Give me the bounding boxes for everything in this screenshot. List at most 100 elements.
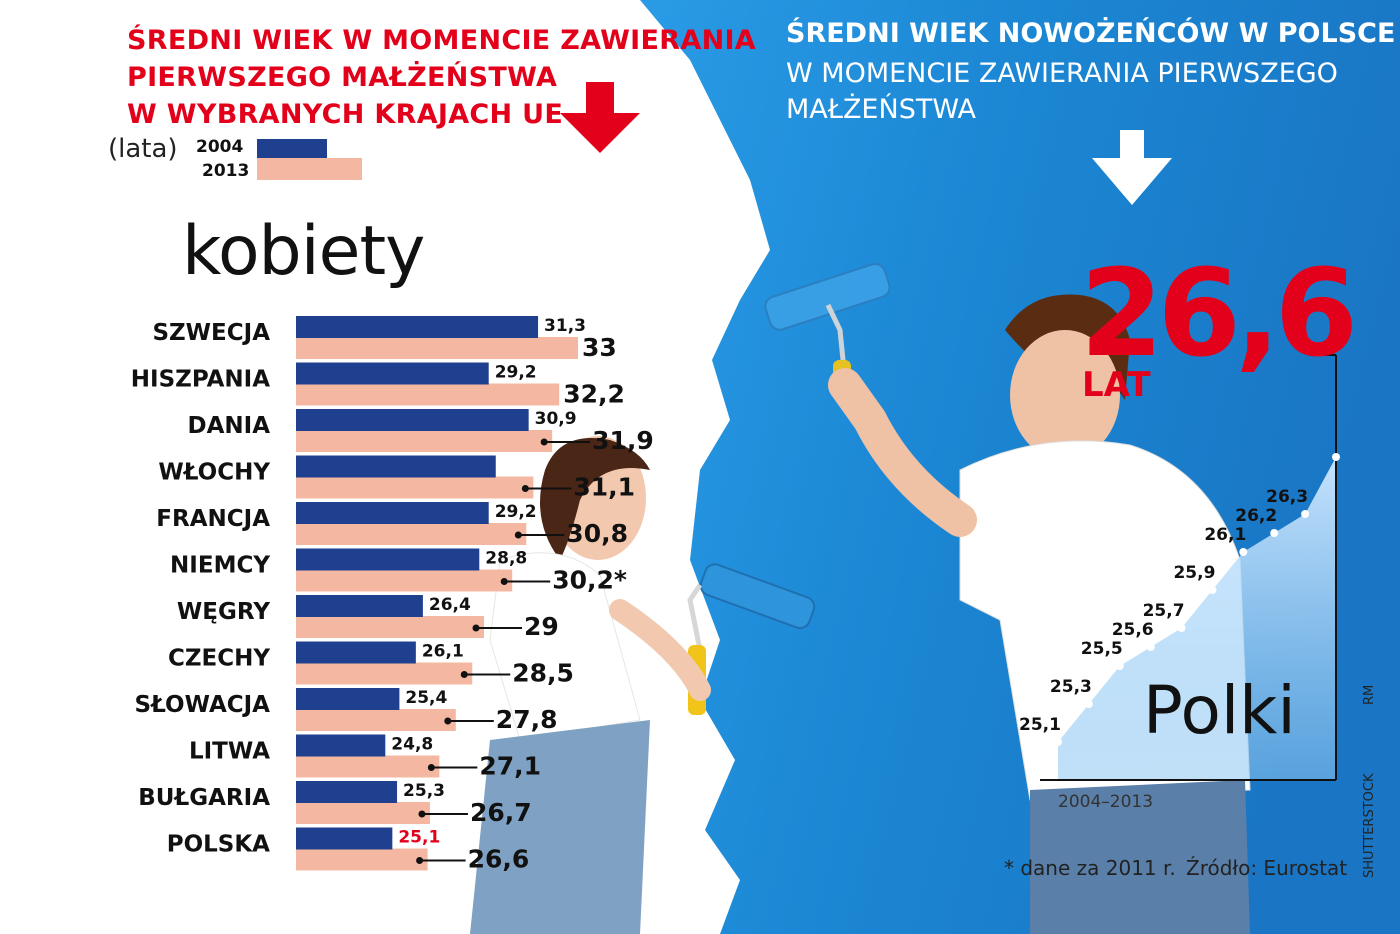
bar-2004 xyxy=(296,734,386,757)
bar-2004 xyxy=(296,316,539,338)
category-label: POLSKA xyxy=(167,832,270,858)
value-label-2004: 24,8 xyxy=(391,735,433,755)
bar-2004 xyxy=(296,502,489,524)
bar-2013 xyxy=(296,476,534,499)
category-label: BUŁGARIA xyxy=(138,785,270,811)
bar-2013 xyxy=(296,848,428,871)
bar-2013 xyxy=(296,709,456,731)
bar-2013 xyxy=(296,569,513,592)
category-label: FRANCJA xyxy=(156,506,270,532)
bar-2004 xyxy=(296,409,529,431)
bar-2004 xyxy=(296,688,400,710)
value-label-2013: 26,6 xyxy=(468,845,530,874)
data-label: 25,9 xyxy=(1173,563,1215,583)
bar-2004 xyxy=(296,641,416,664)
legend-swatch-2013 xyxy=(257,158,362,180)
value-label-2013: 32,2 xyxy=(563,380,625,409)
value-label-2013: 27,8 xyxy=(496,705,558,734)
value-label-2013: 30,2* xyxy=(552,566,627,595)
bar-2013 xyxy=(296,383,560,406)
data-label: 26,1 xyxy=(1204,525,1246,545)
data-label: 26,3 xyxy=(1266,487,1308,507)
category-label: LITWA xyxy=(189,739,270,765)
area-chart-subtitle: Polki xyxy=(1143,672,1296,749)
data-label: 25,3 xyxy=(1050,677,1092,697)
bar-2004 xyxy=(296,548,480,571)
value-label-2004: 25,1 xyxy=(398,828,440,848)
category-label: SZWECJA xyxy=(152,320,270,346)
category-label: WŁOCHY xyxy=(158,460,270,486)
right-chart-subtitle: W MOMENCIE ZAWIERANIA PIERWSZEGO MAŁŻEŃS… xyxy=(786,58,1338,125)
value-label-2013: 30,8 xyxy=(566,519,628,548)
legend-year-2004: 2004 xyxy=(196,137,244,157)
value-label-2004: 31,3 xyxy=(544,316,586,336)
data-label: 25,5 xyxy=(1081,639,1123,659)
value-label-2004: 29,2 xyxy=(495,502,537,522)
unit-label: (lata) xyxy=(108,134,178,164)
area-fill xyxy=(1058,457,1336,780)
data-point xyxy=(1239,548,1248,556)
bar-2013 xyxy=(296,802,430,824)
left-title-line-1: ŚREDNI WIEK W MOMENCIE ZAWIERANIA xyxy=(127,25,757,56)
area-chart-xlabel: 2004–2013 xyxy=(1058,792,1154,812)
data-label: 25,6 xyxy=(1112,620,1154,640)
data-label: 25,7 xyxy=(1143,601,1185,621)
data-point xyxy=(1054,738,1062,746)
bar-2013 xyxy=(296,755,440,778)
legend-swatch-2004 xyxy=(257,139,327,161)
data-point xyxy=(1332,453,1340,461)
data-point xyxy=(1084,700,1093,708)
value-label-2013: 31,9 xyxy=(592,426,654,455)
bar-2013 xyxy=(296,430,553,452)
value-label-2004: 26,4 xyxy=(429,595,471,615)
value-label-2004: 26,1 xyxy=(422,642,464,662)
left-chart-title: ŚREDNI WIEK W MOMENCIE ZAWIERANIA PIERWS… xyxy=(127,22,756,133)
legend-year-2013: 2013 xyxy=(202,161,250,181)
data-point xyxy=(1146,643,1155,651)
category-label: SŁOWACJA xyxy=(135,692,271,718)
woman-figure xyxy=(470,436,711,934)
value-label-2013: 28,5 xyxy=(512,659,574,688)
value-label-2004: 28,8 xyxy=(485,549,527,569)
left-chart-subtitle: kobiety xyxy=(182,212,425,291)
value-label-2004: 29,2 xyxy=(495,363,537,383)
author-credit: RM xyxy=(1362,684,1377,705)
data-label: 25,1 xyxy=(1019,715,1061,735)
bar-2004 xyxy=(296,827,393,850)
category-label: HISZPANIA xyxy=(131,367,270,393)
bar-2013 xyxy=(296,616,484,638)
bar-2013 xyxy=(296,662,473,685)
category-label: WĘGRY xyxy=(177,599,270,625)
footnote: * dane za 2011 r. xyxy=(1004,856,1176,880)
category-label: NIEMCY xyxy=(170,553,270,579)
left-title-line-2: PIERWSZEGO MAŁŻEŃSTWA xyxy=(127,62,558,93)
category-label: DANIA xyxy=(188,413,271,439)
data-point xyxy=(1115,662,1124,670)
value-label-2013: 33 xyxy=(582,333,617,362)
value-label-2004: 25,4 xyxy=(405,688,447,708)
value-label-2004: 30,9 xyxy=(535,409,577,429)
bar-2004 xyxy=(296,595,423,617)
category-label: CZECHY xyxy=(168,646,270,672)
data-point xyxy=(1301,510,1310,518)
bar-2004 xyxy=(296,455,496,478)
source: Źródło: Eurostat xyxy=(1186,856,1348,880)
bar-2004 xyxy=(296,362,489,385)
value-label-2013: 26,7 xyxy=(470,798,532,827)
data-point xyxy=(1270,529,1279,537)
data-label: 26,2 xyxy=(1235,506,1277,526)
bar-2004 xyxy=(296,781,398,803)
bar-2013 xyxy=(296,337,578,359)
bar-2013 xyxy=(296,523,527,545)
value-label-2004: 25,3 xyxy=(403,781,445,801)
data-point xyxy=(1208,586,1217,594)
value-label-2013: 31,1 xyxy=(573,473,635,502)
headline-unit: LAT xyxy=(1082,365,1151,405)
data-point xyxy=(1177,624,1186,632)
photo-credit: SHUTTERSTOCK xyxy=(1362,773,1377,878)
left-title-line-3: W WYBRANYCH KRAJACH UE xyxy=(127,99,564,130)
